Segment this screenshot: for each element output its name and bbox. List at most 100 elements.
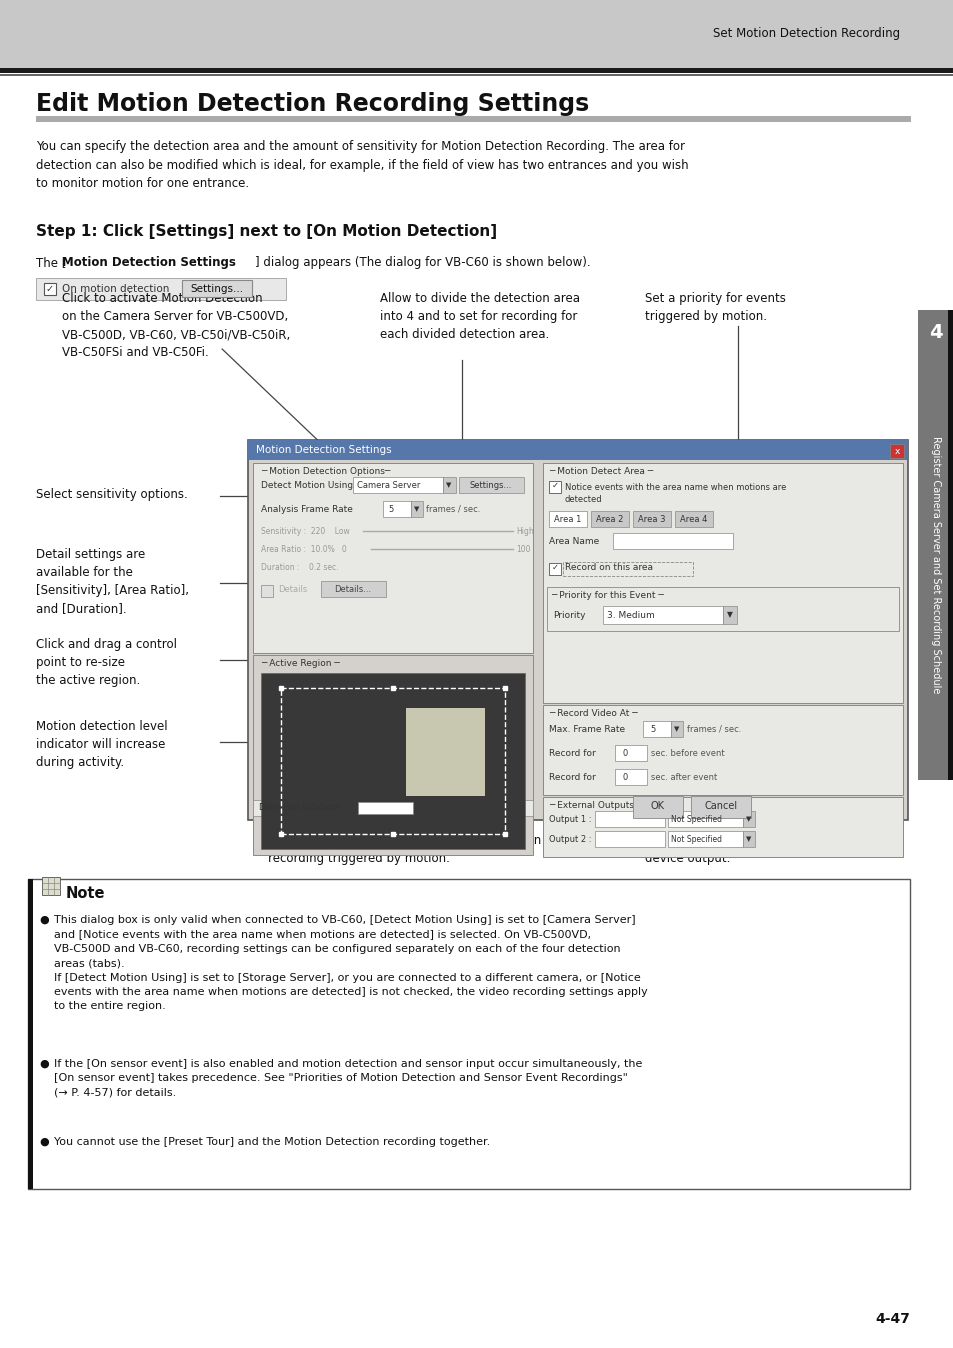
- Text: Motion Detection Settings: Motion Detection Settings: [255, 445, 392, 456]
- Bar: [253, 799, 533, 816]
- Text: Output 2 :: Output 2 :: [548, 834, 591, 844]
- Bar: [595, 811, 664, 828]
- Text: Not Specified: Not Specified: [670, 834, 721, 844]
- Bar: [590, 511, 628, 527]
- Text: frames / sec.: frames / sec.: [686, 724, 740, 733]
- Text: ▼: ▼: [414, 506, 419, 512]
- Bar: [947, 310, 953, 780]
- Text: Area 2: Area 2: [596, 515, 623, 523]
- Text: Motion Detection Settings: Motion Detection Settings: [62, 256, 235, 270]
- Text: ▼: ▼: [745, 816, 751, 822]
- Text: Area 3: Area 3: [638, 515, 665, 523]
- Bar: [0, 0, 953, 67]
- Text: Analysis Frame Rate: Analysis Frame Rate: [261, 504, 353, 514]
- Text: Note: Note: [66, 886, 106, 900]
- Text: The [: The [: [36, 256, 67, 270]
- Bar: [28, 879, 909, 1189]
- Bar: [382, 501, 411, 518]
- Bar: [742, 830, 754, 847]
- Bar: [889, 443, 903, 458]
- Text: Area 1: Area 1: [554, 515, 581, 523]
- Text: ─ Record Video At ─: ─ Record Video At ─: [548, 709, 637, 718]
- Text: Settings...: Settings...: [191, 284, 243, 294]
- Bar: [548, 511, 586, 527]
- Bar: [722, 607, 737, 624]
- Bar: [613, 532, 732, 549]
- Bar: [602, 607, 722, 624]
- Bar: [670, 721, 682, 737]
- Text: 5: 5: [650, 724, 655, 733]
- Bar: [0, 67, 953, 73]
- Bar: [542, 705, 902, 795]
- Text: ✓: ✓: [551, 562, 558, 572]
- Text: If the [On sensor event] is also enabled and motion detection and sensor input o: If the [On sensor event] is also enabled…: [54, 1060, 641, 1097]
- Text: x: x: [893, 446, 899, 456]
- Text: 100: 100: [516, 545, 530, 554]
- Text: ] dialog appears (The dialog for VB-C60 is shown below).: ] dialog appears (The dialog for VB-C60 …: [254, 256, 590, 270]
- Text: Details...: Details...: [335, 585, 371, 593]
- Text: Step 1: Click [Settings] next to [On Motion Detection]: Step 1: Click [Settings] next to [On Mot…: [36, 224, 497, 239]
- Text: Settings...: Settings...: [469, 480, 512, 489]
- Text: This dialog box is only valid when connected to VB-C60, [Detect Motion Using] is: This dialog box is only valid when conne…: [54, 915, 647, 1011]
- Bar: [248, 439, 907, 460]
- Text: Output 1 :: Output 1 :: [548, 814, 591, 824]
- Text: 4-47: 4-47: [874, 1312, 909, 1326]
- Bar: [542, 797, 902, 857]
- Text: Set Motion Detection Recording: Set Motion Detection Recording: [712, 27, 899, 40]
- Bar: [28, 879, 33, 1189]
- Text: Activate external
device output.: Activate external device output.: [644, 834, 745, 865]
- Text: On motion detection: On motion detection: [62, 284, 170, 294]
- Text: Area Ratio :  10.0%   0: Area Ratio : 10.0% 0: [261, 545, 346, 554]
- Text: 3. Medium: 3. Medium: [606, 611, 654, 620]
- Bar: [633, 511, 670, 527]
- Text: ─ Motion Detection Options─: ─ Motion Detection Options─: [261, 466, 390, 476]
- Bar: [281, 687, 504, 834]
- Text: Record for: Record for: [548, 748, 595, 758]
- Bar: [44, 283, 56, 295]
- Text: ─ Active Region ─: ─ Active Region ─: [261, 659, 339, 669]
- Bar: [742, 811, 754, 828]
- Text: ─ Priority for this Event ─: ─ Priority for this Event ─: [551, 590, 663, 600]
- Text: ✓: ✓: [46, 284, 54, 294]
- Text: Allow to divide the detection area
into 4 and to set for recording for
each divi: Allow to divide the detection area into …: [379, 293, 579, 341]
- Bar: [406, 708, 485, 797]
- Text: Sensitivity :  220    Low: Sensitivity : 220 Low: [261, 527, 350, 535]
- Text: Detection Indicator: Detection Indicator: [258, 803, 339, 813]
- Text: ─ External Outputs ─: ─ External Outputs ─: [548, 801, 641, 810]
- Bar: [411, 501, 422, 518]
- Text: sec. before event: sec. before event: [650, 748, 724, 758]
- Text: ▼: ▼: [674, 727, 679, 732]
- Bar: [548, 481, 560, 493]
- Bar: [357, 802, 413, 814]
- Text: ▼: ▼: [726, 611, 732, 620]
- Text: ✓: ✓: [551, 480, 558, 489]
- Text: Set a priority for events
triggered by motion.: Set a priority for events triggered by m…: [644, 293, 785, 324]
- Text: You can specify the detection area and the amount of sensitivity for Motion Dete: You can specify the detection area and t…: [36, 140, 688, 190]
- Text: Max. Frame Rate: Max. Frame Rate: [548, 724, 624, 733]
- Text: Notice events with the area name when motions are
detected: Notice events with the area name when mo…: [564, 483, 785, 504]
- Text: Register Camera Server and Set Recording Schedule: Register Camera Server and Set Recording…: [930, 437, 940, 694]
- Bar: [42, 878, 60, 895]
- Text: Record on this area: Record on this area: [564, 562, 652, 572]
- Text: Cancel: Cancel: [703, 801, 737, 811]
- Bar: [0, 74, 953, 75]
- Text: 4: 4: [928, 322, 942, 341]
- Bar: [353, 477, 442, 493]
- Bar: [261, 585, 273, 597]
- Text: ▼: ▼: [745, 836, 751, 842]
- Bar: [615, 745, 646, 762]
- Text: ●: ●: [39, 1060, 49, 1069]
- Bar: [917, 310, 953, 780]
- Bar: [562, 562, 692, 576]
- Text: ▼: ▼: [446, 483, 451, 488]
- Bar: [248, 439, 907, 820]
- Text: Duration :    0.2 sec.: Duration : 0.2 sec.: [261, 562, 338, 572]
- Text: Priority: Priority: [553, 611, 585, 620]
- Bar: [595, 830, 664, 847]
- Bar: [548, 563, 560, 576]
- Bar: [642, 721, 670, 737]
- Bar: [36, 278, 286, 301]
- Bar: [675, 511, 712, 527]
- Bar: [253, 462, 533, 652]
- Text: Motion detection level
indicator will increase
during activity.: Motion detection level indicator will in…: [36, 720, 168, 768]
